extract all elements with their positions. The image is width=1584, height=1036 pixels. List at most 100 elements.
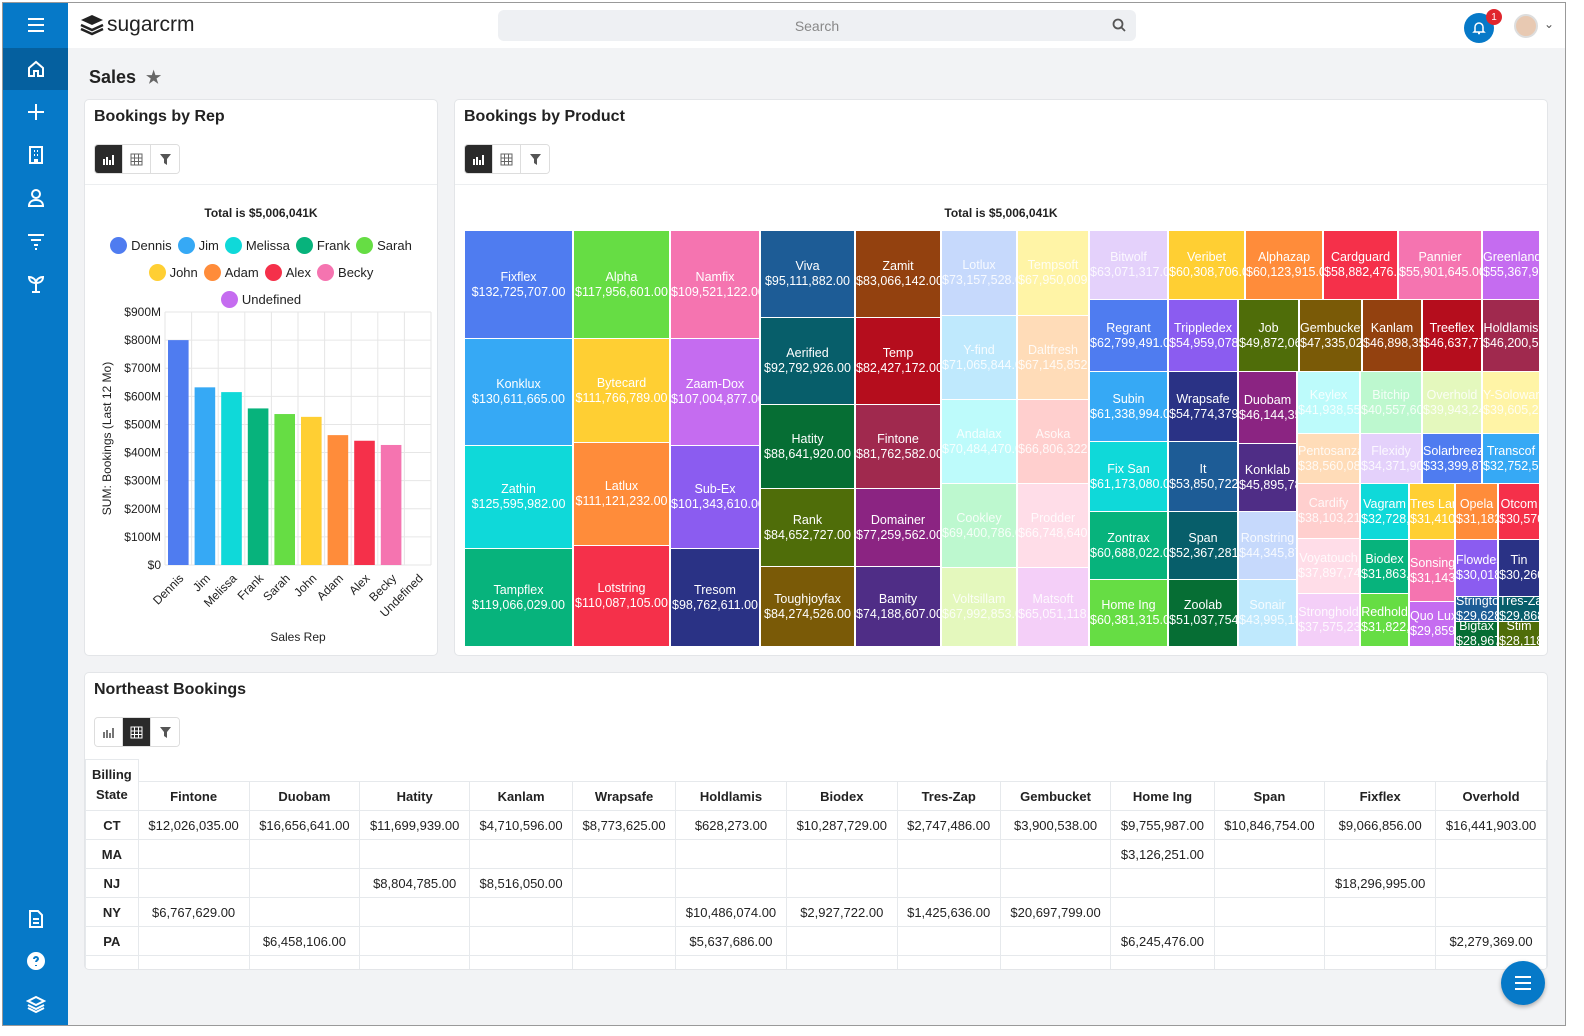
treemap-cell-stronghold[interactable]: Stronghold$37,575,233.00 — [1297, 593, 1360, 647]
column-header[interactable]: Overhold — [1435, 781, 1547, 811]
treemap-cell-ronstring[interactable]: Ronstring$44,345,876.00 — [1238, 511, 1297, 580]
filter-button[interactable] — [151, 718, 179, 746]
treemap-cell-wrapsafe[interactable]: Wrapsafe$54,774,379.00 — [1168, 371, 1238, 442]
treemap-cell-trippledex[interactable]: Trippledex$54,959,078.00 — [1168, 299, 1238, 372]
filter-button[interactable] — [521, 145, 549, 173]
legend-item[interactable]: Alex — [264, 261, 311, 284]
column-header[interactable]: Fintone — [137, 781, 250, 811]
treemap-cell-gembucket[interactable]: Gembucket$47,335,027.00 — [1299, 299, 1362, 372]
treemap-cell-job[interactable]: Job$49,872,063.00 — [1238, 299, 1299, 372]
treemap-cell-tampflex[interactable]: Tampflex $119,066,029.00 — [464, 548, 573, 647]
column-header[interactable]: Hatity — [359, 781, 471, 811]
chart-view-button[interactable] — [465, 145, 493, 173]
sidebar-item-opportunities[interactable] — [3, 263, 68, 305]
treemap-cell-toughjoyfax[interactable]: Toughjoyfax $84,274,526.00 — [760, 566, 855, 647]
sidebar-item-accounts[interactable] — [3, 134, 68, 176]
treemap-cell-prodder[interactable]: Prodder$66,748,640.00 — [1017, 483, 1089, 568]
star-icon[interactable]: ★ — [146, 67, 162, 87]
treemap-cell-pannier[interactable]: Pannier $55,901,645.00 — [1398, 230, 1482, 300]
treemap-cell-andalax[interactable]: Andalax$70,484,470.00 — [941, 399, 1017, 484]
table-view-button[interactable] — [493, 145, 521, 173]
treemap-cell-tin[interactable]: Tin$30,260,270.00 — [1498, 539, 1540, 597]
help-button[interactable] — [3, 940, 68, 982]
filter-button[interactable] — [151, 145, 179, 173]
column-header[interactable]: Span — [1213, 781, 1326, 811]
chart-view-button[interactable] — [95, 718, 123, 746]
treemap-cell-hatity[interactable]: Hatity $88,641,920.00 — [760, 404, 855, 489]
treemap-cell-voyatouch[interactable]: Voyatouch$37,897,740.00 — [1297, 538, 1360, 594]
treemap-cell-fixflex[interactable]: Fixflex $132,725,707.00 — [464, 230, 573, 339]
treemap-cell-biodex[interactable]: Biodex$31,863,031.00 — [1360, 539, 1409, 594]
legend-item[interactable]: Adam — [203, 261, 259, 284]
treemap-cell-bitchip[interactable]: Bitchip$40,557,603.00 — [1360, 371, 1422, 434]
treemap-cell-greenland[interactable]: Greenland$55,367,909.00 — [1482, 230, 1540, 300]
treemap-cell-cardify[interactable]: Cardify$38,103,219.00 — [1297, 483, 1360, 539]
sidebar-item-create[interactable] — [3, 91, 68, 133]
treemap-cell-sub-ex[interactable]: Sub-Ex $101,343,610.00 — [670, 445, 760, 549]
bar-melissa[interactable] — [221, 392, 242, 565]
treemap-cell-konklab[interactable]: Konklab$45,895,782.00 — [1238, 443, 1297, 512]
treemap-cell-sonair[interactable]: Sonair$43,995,138.00 — [1238, 579, 1297, 647]
treemap-cell-stringtough[interactable]: Stringtough$29,628,190.00 — [1455, 596, 1498, 622]
treemap-cell-alpha[interactable]: Alpha $117,956,601.00 — [573, 230, 670, 339]
treemap-cell-pentosanza[interactable]: Pentosanza$38,560,087.00 — [1297, 433, 1360, 484]
column-header[interactable]: Gembucket — [999, 781, 1112, 811]
treemap-cell-overhold[interactable]: Overhold$39,943,245.00 — [1422, 371, 1482, 434]
column-header[interactable]: Tres-Zap — [896, 781, 1001, 811]
treemap-cell-domainer[interactable]: Domainer $77,259,562.00 — [855, 488, 941, 567]
quick-menu-button[interactable] — [1501, 961, 1545, 1005]
treemap-cell-flowdesk[interactable]: Flowdesk$30,018,040.00 — [1455, 539, 1498, 597]
treemap-cell-regrant[interactable]: Regrant$62,799,491.00 — [1089, 299, 1168, 372]
avatar[interactable] — [1514, 14, 1538, 38]
treemap-cell-flexidy[interactable]: Flexidy$34,371,904.00 — [1360, 433, 1422, 484]
treemap-cell-keylex[interactable]: Keylex$41,938,555.00 — [1297, 371, 1360, 434]
sidebar-item-home[interactable] — [3, 48, 68, 90]
treemap-cell-y-find[interactable]: Y-find$71,065,844.00 — [941, 315, 1017, 400]
search-input[interactable]: Search — [498, 10, 1136, 41]
column-header[interactable]: Fixflex — [1324, 781, 1437, 811]
column-header[interactable]: Holdlamis — [675, 781, 787, 811]
treemap-cell-fix-san[interactable]: Fix San$61,173,080.00 — [1089, 441, 1168, 512]
treemap-cell-home-ing[interactable]: Home Ing$60,381,315.00 — [1089, 579, 1168, 647]
treemap-cell-quo-lux[interactable]: Quo Lux$29,859,020.00 — [1409, 601, 1455, 647]
treemap-cell-kanlam[interactable]: Kanlam$46,898,352.00 — [1362, 299, 1422, 372]
column-header[interactable]: Kanlam — [469, 781, 574, 811]
treemap-cell-alphazap[interactable]: Alphazap$60,123,915.00 — [1245, 230, 1323, 300]
logo[interactable]: sugarcrm — [80, 13, 195, 37]
sidebar-item-leads[interactable] — [3, 220, 68, 262]
bar-jim[interactable] — [194, 387, 216, 565]
legend-item[interactable]: Jim — [177, 234, 219, 257]
treemap-cell-zontrax[interactable]: Zontrax$60,688,022.00 — [1089, 511, 1168, 580]
treemap-cell-fintone[interactable]: Fintone $81,762,582.00 — [855, 404, 941, 489]
treemap-cell-veribet[interactable]: Veribet$60,308,706.00 — [1168, 230, 1245, 300]
treemap-cell-rank[interactable]: Rank $84,652,727.00 — [760, 488, 855, 567]
treemap-cell-y-solowarm[interactable]: Y-Solowarm$39,605,284.00 — [1482, 371, 1540, 434]
treemap-cell-vagram[interactable]: Vagram$32,728,249.00 — [1360, 483, 1409, 540]
treemap-cell-tres-zap[interactable]: Tres-Zap$29,868,900.00 — [1498, 596, 1540, 622]
treemap-cell-treeflex[interactable]: Treeflex$46,637,775.00 — [1422, 299, 1482, 372]
treemap-cell-cookley[interactable]: Cookley$69,400,786.00 — [941, 483, 1017, 568]
bar-becky[interactable] — [380, 444, 402, 565]
treemap-cell-matsoft[interactable]: Matsoft$65,051,118.00 — [1017, 567, 1089, 647]
bar-alex[interactable] — [354, 440, 375, 565]
treemap-cell-holdlamis[interactable]: Holdlamis$46,200,580.00 — [1482, 299, 1540, 372]
treemap-cell-subin[interactable]: Subin$61,338,994.00 — [1089, 371, 1168, 442]
treemap-cell-daltfresh[interactable]: Daltfresh$67,145,852.00 — [1017, 315, 1089, 400]
treemap-cell-opela[interactable]: Opela$31,182,220.00 — [1455, 483, 1498, 540]
legend-item[interactable]: Undefined — [220, 288, 301, 311]
treemap-cell-voltsillam[interactable]: Voltsillam$67,992,853.00 — [941, 567, 1017, 647]
column-header[interactable]: Duobam — [248, 781, 361, 811]
legend-item[interactable]: Dennis — [110, 234, 172, 257]
layers-button[interactable] — [3, 983, 68, 1025]
treemap-cell-aerified[interactable]: Aerified $92,792,926.00 — [760, 317, 855, 405]
treemap-cell-stim[interactable]: Stim$28,118,440.00 — [1498, 621, 1540, 647]
treemap-cell-tempsoft[interactable]: Tempsoft$67,950,009.00 — [1017, 230, 1089, 316]
bar-dennis[interactable] — [168, 340, 189, 565]
treemap-cell-cardguard[interactable]: Cardguard$58,882,476.00 — [1323, 230, 1398, 300]
treemap-cell-lotstring[interactable]: Lotstring $110,087,105.00 — [573, 545, 670, 647]
table-view-button[interactable] — [123, 718, 151, 746]
treemap-cell-konklux[interactable]: Konklux $130,611,665.00 — [464, 338, 573, 446]
chart-view-button[interactable] — [95, 145, 123, 173]
treemap-cell-namfix[interactable]: Namfix $109,521,122.00 — [670, 230, 760, 339]
treemap-cell-viva[interactable]: Viva $95,111,882.00 — [760, 230, 855, 318]
